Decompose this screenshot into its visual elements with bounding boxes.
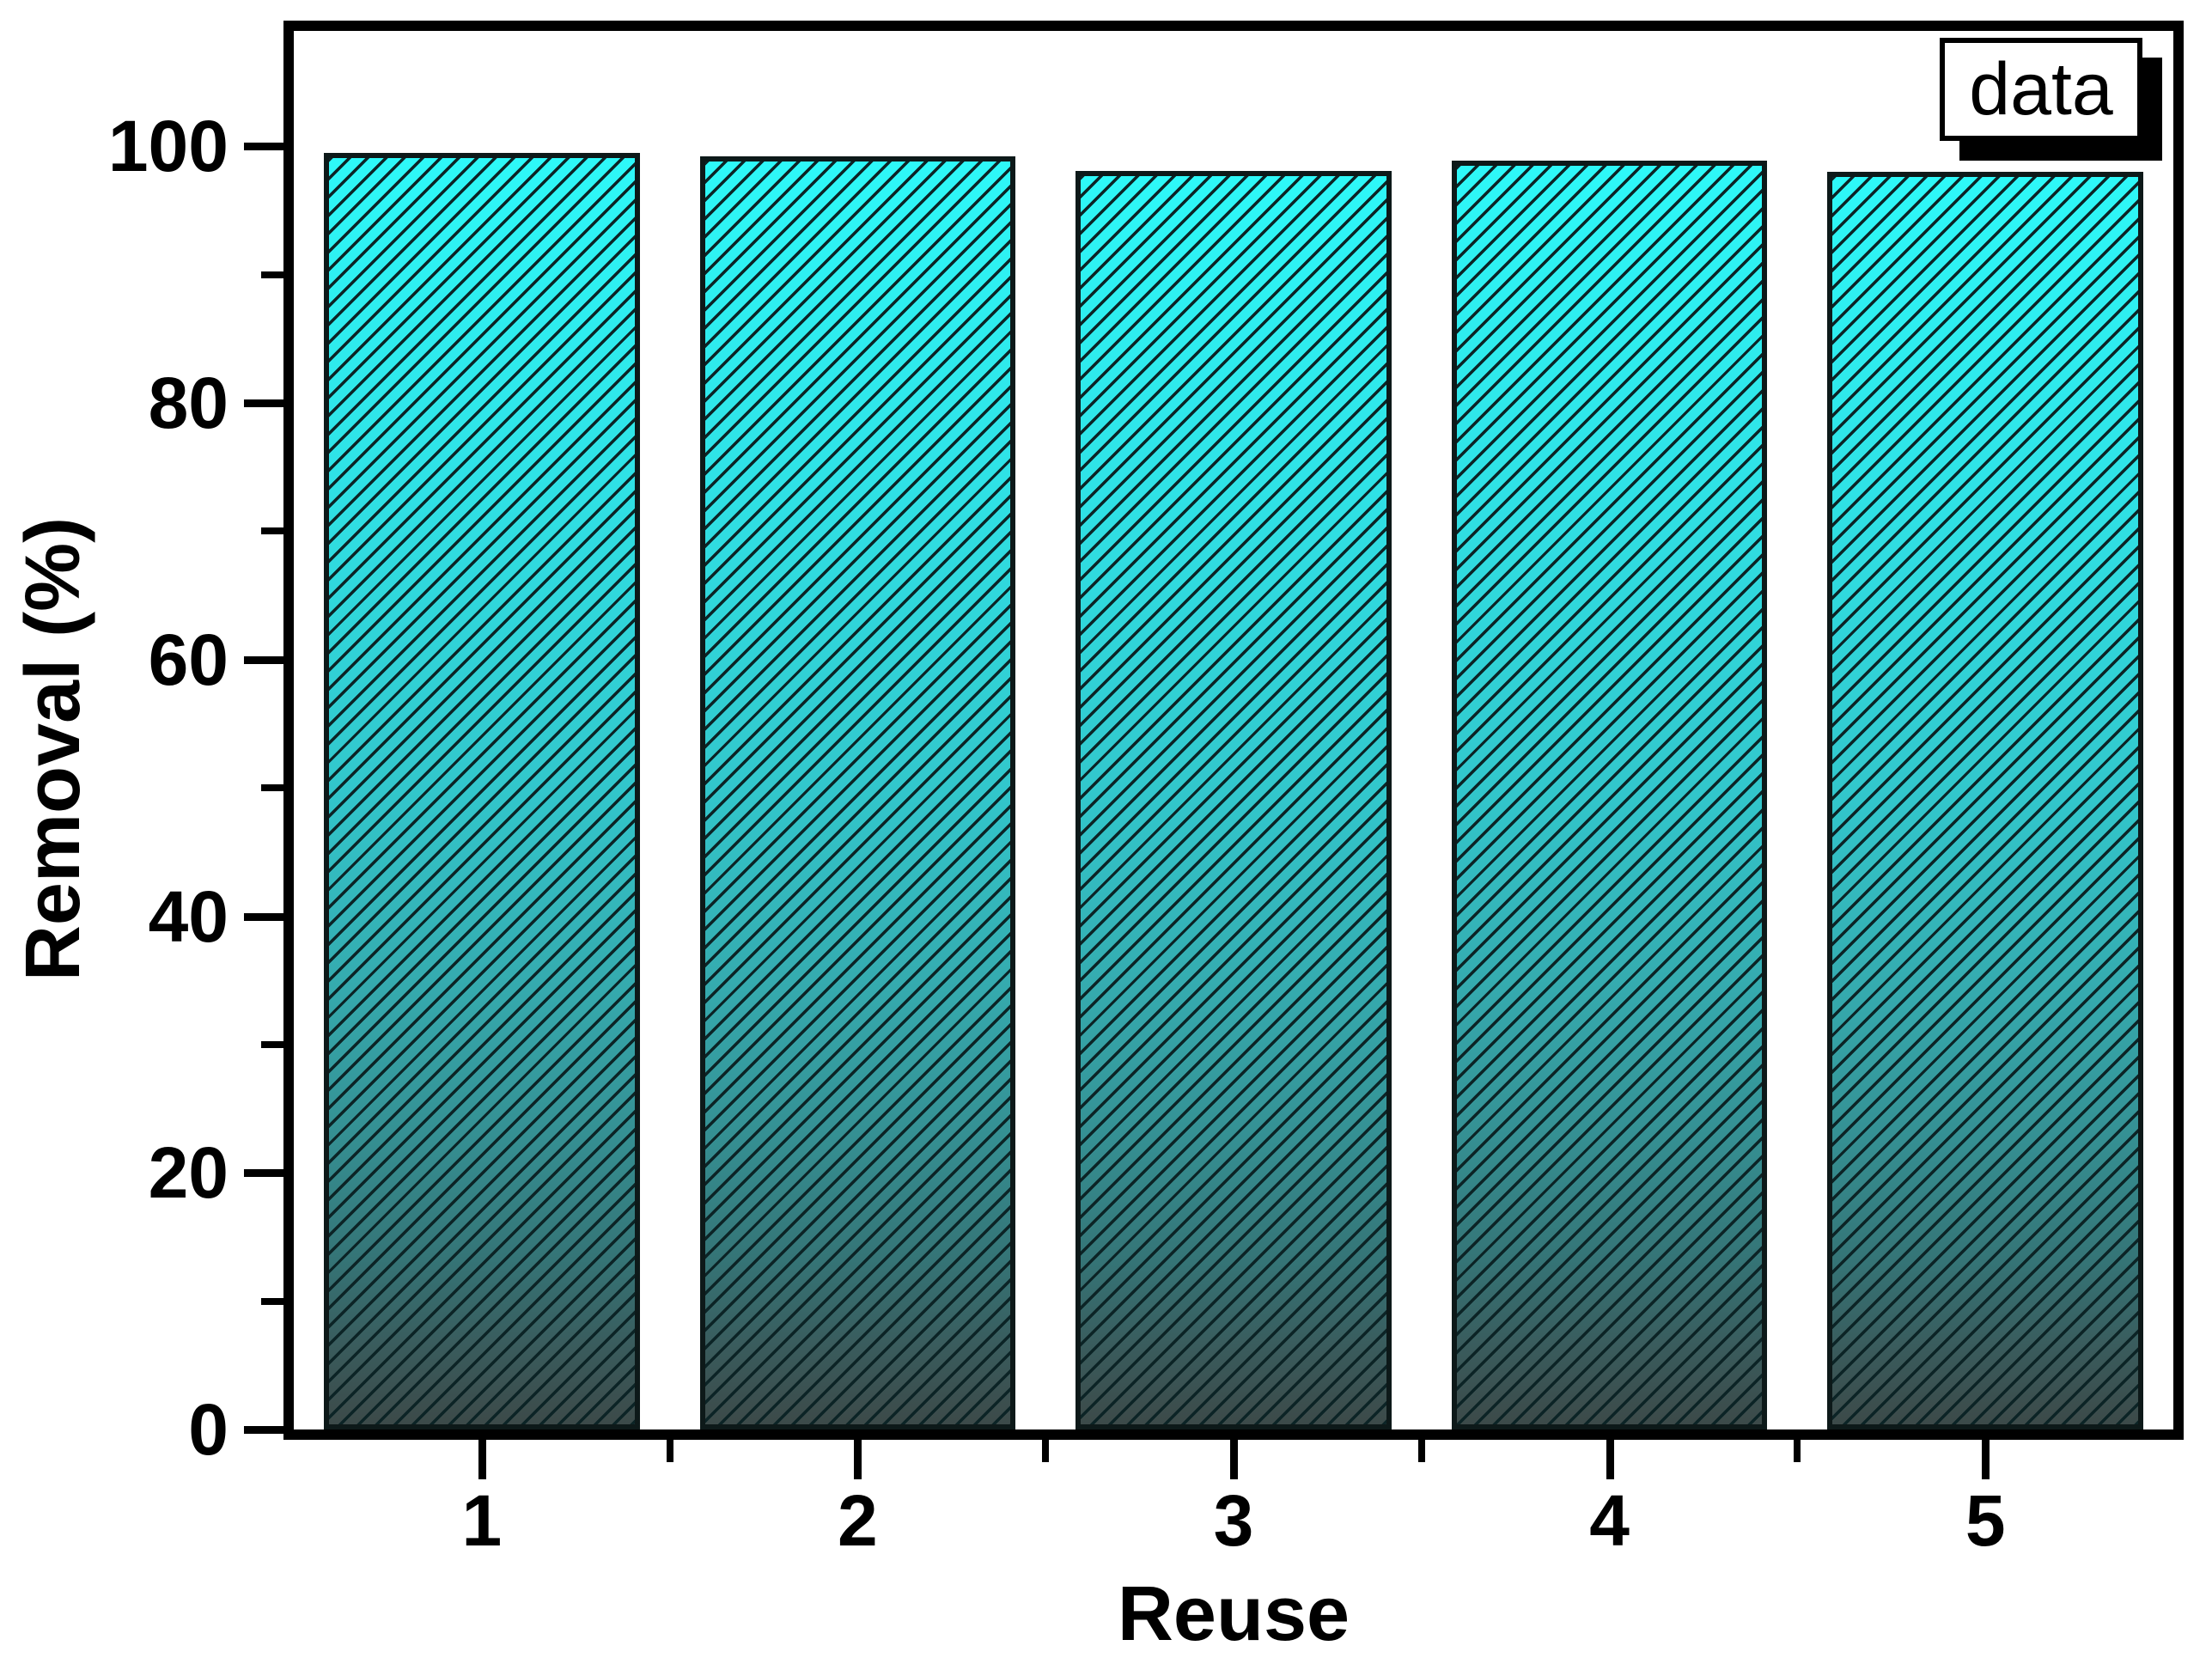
y-tick-label-80: 80 — [148, 363, 229, 444]
bar-reuse-3 — [1076, 170, 1392, 1429]
x-tick-label-5: 5 — [1965, 1480, 2006, 1561]
x-tick-major-3 — [1230, 1440, 1238, 1479]
y-tick-label-100: 100 — [107, 106, 229, 187]
y-tick-label-40: 40 — [148, 875, 229, 957]
y-tick-minor-90 — [261, 271, 283, 278]
x-tick-major-5 — [1982, 1440, 1990, 1479]
legend: data — [1940, 38, 2142, 141]
x-axis: Reuse 1 2 3 4 5 — [294, 1440, 2173, 1658]
x-tick-major-4 — [1606, 1440, 1614, 1479]
legend-label: data — [1969, 48, 2113, 131]
y-tick-minor-70 — [261, 527, 283, 535]
y-tick-minor-10 — [261, 1297, 283, 1305]
y-tick-minor-50 — [261, 784, 283, 792]
y-axis: 0 20 40 60 80 100 — [0, 31, 283, 1466]
y-tick-major-80 — [244, 399, 283, 408]
y-tick-major-20 — [244, 1169, 283, 1178]
y-tick-label-20: 20 — [148, 1132, 229, 1214]
bar-reuse-4 — [1451, 160, 1768, 1429]
y-tick-major-100 — [244, 143, 283, 151]
x-tick-minor-20 — [666, 1440, 673, 1462]
x-axis-title: Reuse — [1117, 1571, 1350, 1657]
bar-reuse-5 — [1827, 172, 2143, 1429]
y-tick-major-0 — [244, 1426, 283, 1434]
y-axis-title: Removal (%) — [10, 516, 96, 982]
x-tick-major-1 — [478, 1440, 486, 1479]
x-tick-label-3: 3 — [1213, 1480, 1254, 1561]
y-tick-label-60: 60 — [148, 619, 229, 700]
x-tick-label-4: 4 — [1589, 1480, 1630, 1561]
x-tick-label-1: 1 — [461, 1480, 503, 1561]
x-tick-label-2: 2 — [838, 1480, 878, 1561]
x-tick-major-2 — [854, 1440, 862, 1479]
x-tick-minor-80 — [1794, 1440, 1801, 1462]
x-tick-minor-60 — [1417, 1440, 1425, 1462]
y-tick-minor-30 — [261, 1040, 283, 1048]
bars-layer — [294, 31, 2173, 1429]
bar-reuse-2 — [699, 156, 1016, 1429]
y-tick-major-40 — [244, 912, 283, 921]
x-tick-minor-40 — [1042, 1440, 1050, 1462]
bar-reuse-1 — [324, 152, 640, 1429]
y-tick-major-60 — [244, 655, 283, 664]
y-tick-label-0: 0 — [188, 1389, 229, 1470]
